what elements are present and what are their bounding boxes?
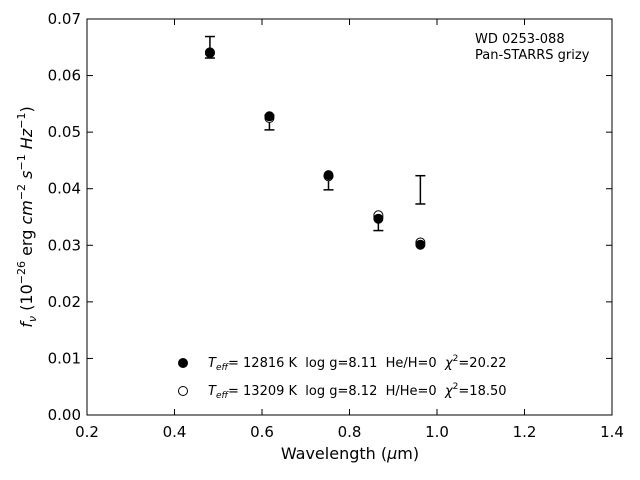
axis-tick-labels: 0.2 0.4 0.6 0.8 1.0 1.2 1.4 0.00 0.01 0.02 0.03 0.0…	[48, 10, 624, 441]
x-tick-label: 0.8	[338, 423, 362, 441]
annotation-line-1: WD 0253-088	[475, 32, 565, 47]
y-axis-title: fν (10−26 erg cm−2 s−1 Hz−1)	[15, 106, 39, 327]
legend-marker-filled	[178, 358, 188, 368]
model-markers	[204, 47, 426, 250]
model-point-filled	[373, 213, 384, 224]
axis-ticks	[86, 18, 613, 416]
model-point-filled	[204, 47, 215, 58]
x-tick-label: 0.6	[250, 423, 274, 441]
legend: Teff= 12816 K log g=8.11 He/H=0 χ2=20.22…	[178, 354, 507, 401]
model-point-filled	[323, 170, 334, 181]
y-tick-label: 0.01	[48, 349, 81, 367]
model-point-filled	[264, 111, 275, 122]
x-axis-title: Wavelength (μm)	[281, 444, 419, 463]
x-tick-label: 1.2	[513, 423, 537, 441]
y-tick-label: 0.07	[48, 10, 81, 28]
y-tick-label: 0.05	[48, 123, 81, 141]
y-tick-label: 0.04	[48, 180, 81, 198]
x-tick-label: 1.4	[600, 423, 624, 441]
y-tick-label: 0.02	[48, 293, 81, 311]
x-tick-label: 0.4	[163, 423, 187, 441]
model-point-filled	[415, 239, 426, 250]
annotation-line-2: Pan-STARRS grizy	[475, 48, 590, 63]
y-tick-label: 0.06	[48, 67, 81, 85]
legend-entry-2: Teff= 13209 K log g=8.12 H/He=0 χ2=18.50	[208, 382, 507, 401]
legend-marker-open	[178, 386, 188, 396]
legend-entry-1: Teff= 12816 K log g=8.11 He/H=0 χ2=20.22	[208, 354, 507, 373]
x-tick-label: 1.0	[425, 423, 449, 441]
x-tick-label: 0.2	[75, 423, 99, 441]
y-tick-label: 0.03	[48, 236, 81, 254]
y-tick-label: 0.00	[48, 406, 81, 424]
observed-errorbars	[204, 35, 426, 232]
